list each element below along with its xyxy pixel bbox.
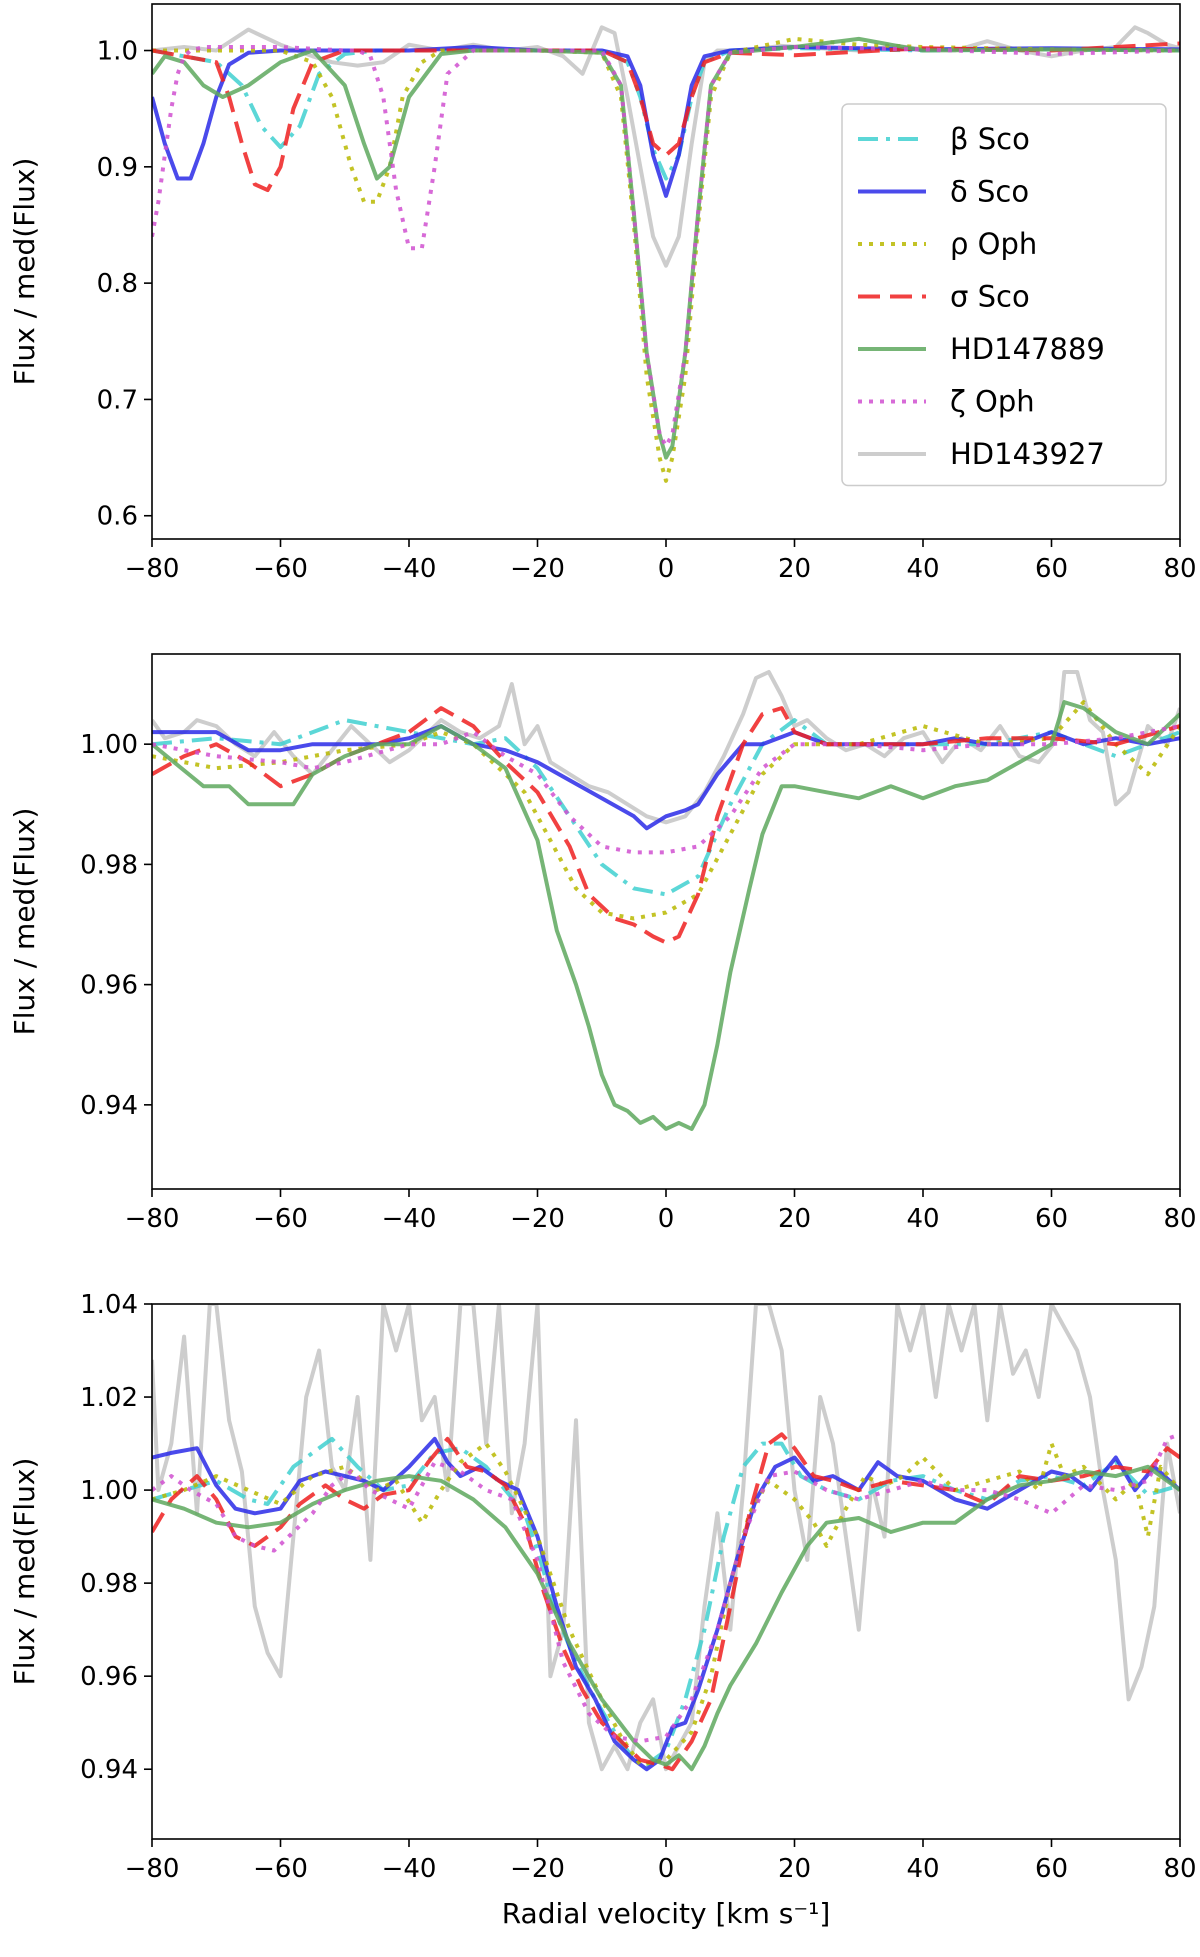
x-tick-label: −80 bbox=[125, 554, 180, 584]
series-line-ρ-oph bbox=[152, 1441, 1180, 1767]
x-tick-label: −20 bbox=[510, 1854, 565, 1884]
x-tick-label: 40 bbox=[906, 1204, 939, 1234]
x-tick-label: −60 bbox=[253, 554, 308, 584]
series-line-ζ-oph bbox=[152, 45, 1180, 448]
y-axis-label: Flux / med(Flux) bbox=[8, 1458, 41, 1686]
x-tick-label: −40 bbox=[382, 1204, 437, 1234]
series-line-hd147889 bbox=[152, 700, 1180, 1131]
series-line-hd143927 bbox=[152, 670, 1180, 825]
x-tick-label: 20 bbox=[778, 1854, 811, 1884]
x-tick-label: 80 bbox=[1163, 554, 1196, 584]
legend-label: δ Sco bbox=[950, 175, 1029, 209]
legend-label: β Sco bbox=[950, 122, 1030, 156]
y-tick-label: 0.9 bbox=[97, 153, 138, 183]
legend-label: σ Sco bbox=[950, 280, 1030, 314]
x-tick-label: 80 bbox=[1163, 1204, 1196, 1234]
legend-label: ζ Oph bbox=[950, 385, 1035, 419]
chart-panel-2: −80 −60 −40 −20 0 20 40 60 80 0.94 0.96 0.98 1.00 Flu… bbox=[8, 653, 1197, 1234]
x-tick-label: −60 bbox=[253, 1204, 308, 1234]
x-tick-label: −80 bbox=[125, 1854, 180, 1884]
chart-panel-3: −80 −60 −40 −20 0 20 40 60 80 0.94 0.96 0.98 1.00 1.0… bbox=[8, 1290, 1197, 1930]
x-tick-label: 40 bbox=[906, 554, 939, 584]
x-tick-label: −40 bbox=[382, 554, 437, 584]
legend: β Sco δ Sco ρ Oph σ Sco HD147889 ζ Oph HD14392… bbox=[841, 103, 1167, 487]
plot-area bbox=[152, 25, 1180, 483]
y-axis-label: Flux / med(Flux) bbox=[8, 158, 41, 386]
x-tick-label: −40 bbox=[382, 1854, 437, 1884]
plot-area bbox=[152, 1304, 1180, 1772]
x-tick-label: 0 bbox=[658, 554, 675, 584]
series-line-δ-sco bbox=[152, 1436, 1180, 1772]
x-axis-label: Radial velocity [km s⁻¹] bbox=[502, 1897, 831, 1930]
y-axis-label: Flux / med(Flux) bbox=[8, 808, 41, 1036]
y-tick-label: 0.98 bbox=[80, 850, 138, 880]
y-tick-label: 0.96 bbox=[80, 971, 138, 1001]
series-line-hd143927 bbox=[152, 1304, 1180, 1772]
x-tick-label: 20 bbox=[778, 554, 811, 584]
y-tick-label: 0.7 bbox=[97, 385, 138, 415]
x-tick-label: 0 bbox=[658, 1854, 675, 1884]
series-line-σ-sco bbox=[152, 41, 1180, 193]
x-tick-label: 60 bbox=[1035, 1854, 1068, 1884]
y-tick-label: 1.00 bbox=[80, 1476, 138, 1506]
legend-label: HD143927 bbox=[950, 437, 1105, 471]
series-line-ρ-oph bbox=[152, 700, 1180, 921]
series-line-ζ-oph bbox=[152, 1432, 1180, 1744]
x-tick-label: 20 bbox=[778, 1204, 811, 1234]
y-tick-label: 0.94 bbox=[80, 1091, 138, 1121]
series-line-ζ-oph bbox=[152, 724, 1180, 855]
x-tick-label: −80 bbox=[125, 1204, 180, 1234]
y-tick-label: 0.98 bbox=[80, 1569, 138, 1599]
x-tick-label: 40 bbox=[906, 1854, 939, 1884]
x-tick-label: 60 bbox=[1035, 1204, 1068, 1234]
chart-panel-1: −80 −60 −40 −20 0 20 40 60 80 0.6 0.7 0.8 0.9 1.0 Flux… bbox=[8, 3, 1197, 584]
axes-frame bbox=[151, 653, 1181, 1190]
series-line-hd147889 bbox=[152, 36, 1180, 460]
y-tick-label: 1.00 bbox=[80, 730, 138, 760]
y-tick-label: 0.94 bbox=[80, 1755, 138, 1785]
plot-area bbox=[152, 670, 1180, 1131]
x-tick-label: −60 bbox=[253, 1854, 308, 1884]
legend-label: HD147889 bbox=[950, 332, 1105, 366]
x-tick-label: −20 bbox=[510, 554, 565, 584]
series-line-hd147889 bbox=[152, 1464, 1180, 1772]
x-tick-label: 0 bbox=[658, 1204, 675, 1234]
x-tick-label: −20 bbox=[510, 1204, 565, 1234]
y-tick-label: 0.6 bbox=[97, 502, 138, 532]
legend-label: ρ Oph bbox=[950, 227, 1037, 261]
series-line-δ-sco bbox=[152, 724, 1180, 831]
series-line-β-sco bbox=[152, 718, 1180, 897]
y-tick-label: 1.02 bbox=[80, 1383, 138, 1413]
legend-box bbox=[841, 103, 1167, 487]
y-tick-label: 0.96 bbox=[80, 1662, 138, 1692]
x-tick-label: 60 bbox=[1035, 554, 1068, 584]
y-tick-label: 0.8 bbox=[97, 269, 138, 299]
x-tick-label: 80 bbox=[1163, 1854, 1196, 1884]
y-tick-label: 1.0 bbox=[97, 37, 138, 67]
y-tick-label: 1.04 bbox=[80, 1290, 138, 1320]
